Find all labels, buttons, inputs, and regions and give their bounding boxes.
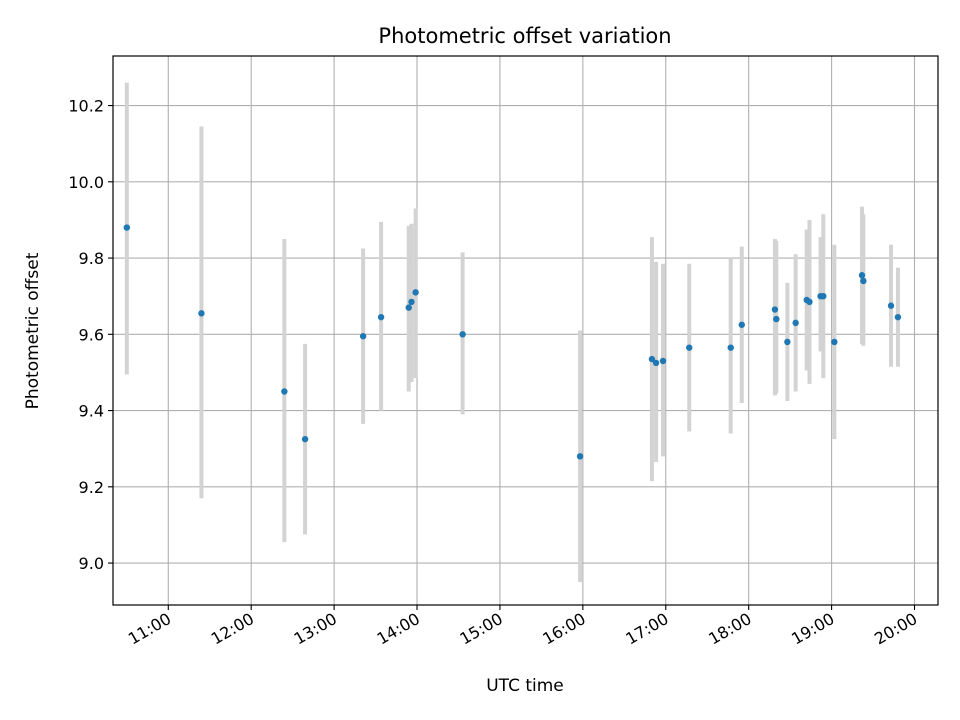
y-tick-label: 10.0 <box>68 173 104 192</box>
data-point <box>858 272 866 279</box>
data-point <box>860 277 867 285</box>
data-point <box>831 338 838 346</box>
data-point <box>408 298 415 306</box>
data-point <box>377 313 385 321</box>
data-point <box>686 344 693 351</box>
data-point <box>792 319 799 327</box>
data-point <box>301 435 309 443</box>
y-axis-label: Photometric offset <box>23 252 43 409</box>
data-point <box>771 306 779 313</box>
data-point <box>281 388 288 395</box>
data-point <box>652 359 660 367</box>
y-axis: 9.0 9.2 9.4 9.6 9.8 10.0 10.2 <box>68 97 113 573</box>
y-tick-label: 9.0 <box>79 554 104 573</box>
data-point <box>412 289 419 296</box>
grid <box>113 56 938 605</box>
plot-frame <box>112 55 939 606</box>
data-point <box>648 355 656 363</box>
y-tick-label: 9.2 <box>79 478 104 497</box>
y-tick-label: 9.8 <box>79 249 104 268</box>
x-axis-label: UTC time <box>486 676 564 696</box>
y-tick-label: 9.4 <box>79 402 104 421</box>
data-point <box>123 224 131 231</box>
data-point <box>887 302 895 309</box>
data-point <box>784 338 791 346</box>
data-point <box>359 333 367 340</box>
chart-title: Photometric offset variation <box>378 24 671 48</box>
data-point <box>659 357 667 365</box>
data-point <box>405 304 412 311</box>
y-tick-label: 9.6 <box>79 325 104 344</box>
data-point <box>820 292 827 300</box>
y-tick-label: 10.2 <box>68 97 104 116</box>
data-point <box>576 453 584 460</box>
data-point <box>806 298 813 306</box>
data-point <box>773 315 780 323</box>
data-point <box>459 331 466 338</box>
data-point <box>727 344 734 351</box>
data-point <box>198 310 205 317</box>
data-points <box>123 224 902 460</box>
data-point <box>738 321 745 328</box>
data-point <box>894 313 902 321</box>
